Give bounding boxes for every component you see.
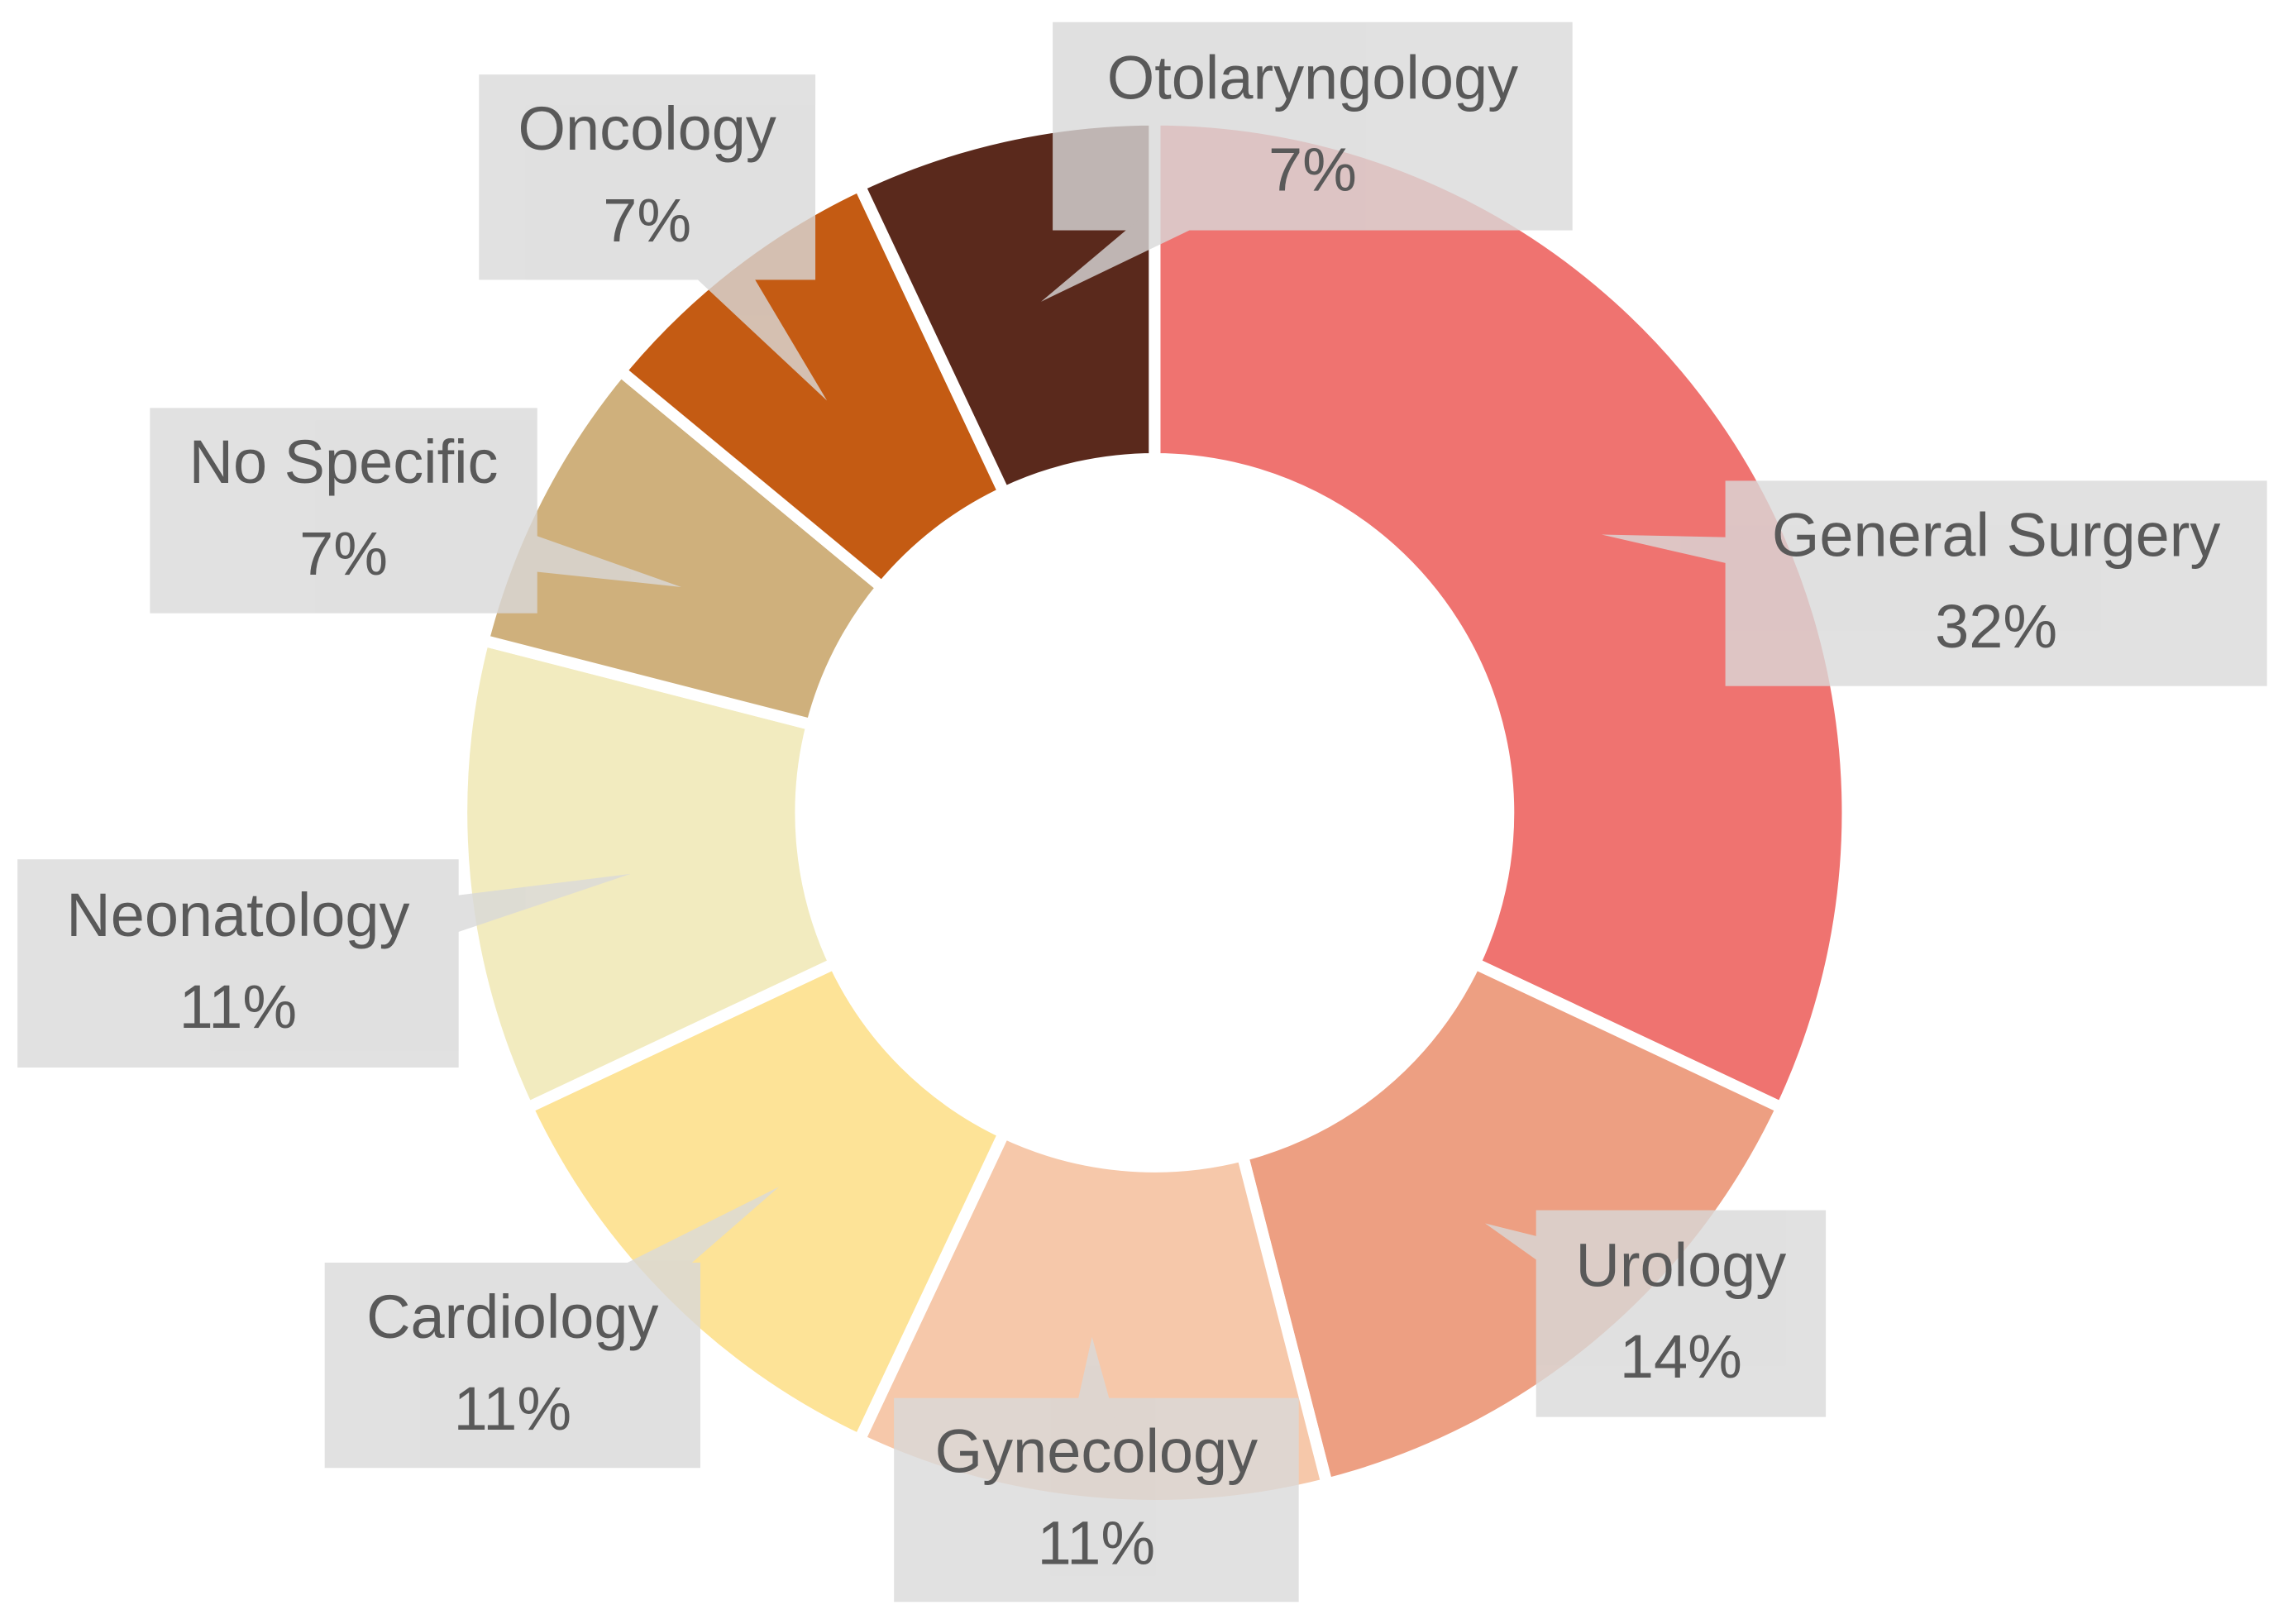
label-pointer <box>490 1187 780 1400</box>
category-label: Oncology <box>518 94 776 163</box>
category-label: No Specific <box>189 427 499 496</box>
category-label: Gynecology <box>935 1417 1258 1486</box>
slice <box>1149 113 1854 1116</box>
category-label: General Surgery <box>1772 500 2221 569</box>
data-label <box>1041 21 1573 302</box>
value-label: 7% <box>1268 135 1357 203</box>
category-label: Neonatology <box>66 881 409 949</box>
slice <box>456 633 843 1116</box>
slice <box>519 955 1012 1448</box>
data-label <box>479 74 828 401</box>
label-pointer <box>615 151 828 401</box>
category-label: Urology <box>1576 1230 1787 1299</box>
data-label <box>17 859 631 1068</box>
label-pointer <box>1055 1336 1138 1502</box>
label-pointer <box>1041 92 1335 302</box>
value-label: 32% <box>1935 592 2057 661</box>
category-label: Otolaryngology <box>1107 43 1518 112</box>
value-label: 7% <box>299 519 388 588</box>
label-pointer <box>228 873 631 1004</box>
value-label: 14% <box>1620 1322 1742 1391</box>
label-box <box>479 74 816 280</box>
data-label <box>1485 1210 1827 1417</box>
label-pointer <box>1485 1223 1698 1351</box>
value-label: 11% <box>179 972 297 1041</box>
label-pointer <box>334 470 682 587</box>
data-label <box>1601 480 2267 686</box>
data-label <box>324 1187 780 1469</box>
label-pointer <box>1601 534 2002 624</box>
value-label: 11% <box>454 1374 572 1443</box>
data-label <box>150 408 682 614</box>
category-label: Cardiology <box>366 1282 658 1351</box>
data-labels: General Surgery 32% Urology 14% Gynecology 11… <box>17 21 2267 1603</box>
value-label: 11% <box>1038 1509 1156 1578</box>
label-box <box>150 408 537 614</box>
value-label: 7% <box>603 186 691 255</box>
data-label <box>894 1336 1299 1603</box>
label-box <box>17 859 459 1068</box>
